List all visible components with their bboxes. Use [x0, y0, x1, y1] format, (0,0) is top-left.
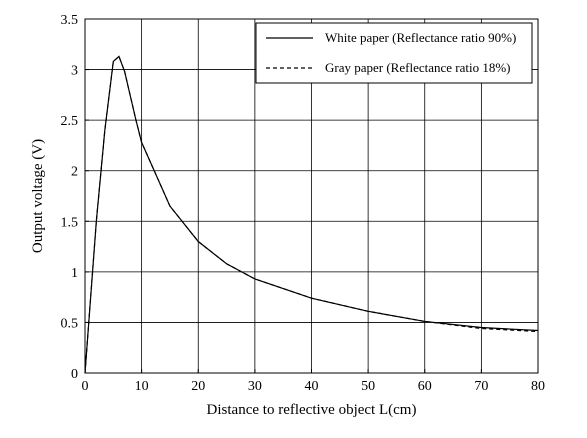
- legend-box: [255, 22, 533, 84]
- x-tick-label: 50: [361, 379, 375, 394]
- y-tick-label: 0: [71, 367, 78, 382]
- x-tick-label: 10: [135, 379, 149, 394]
- series-line-gray-paper: [84, 55, 539, 374]
- x-tick-label: 70: [474, 379, 488, 394]
- y-tick-label: 2: [71, 165, 78, 180]
- x-tick-label: 80: [531, 379, 545, 394]
- legend-label-gray-paper: Gray paper (Reflectance ratio 18%): [325, 60, 511, 75]
- x-axis-label: Distance to reflective object L(cm): [207, 402, 417, 418]
- y-tick-label: 3.5: [61, 13, 79, 28]
- y-tick-label: 1.5: [61, 215, 79, 230]
- y-axis-ticks: 0 0.5 1 1.5 2 2.5 3 3.5: [61, 13, 89, 382]
- x-tick-label: 40: [305, 379, 319, 394]
- x-tick-label: 20: [191, 379, 205, 394]
- legend: White paper (Reflectance ratio 90%) Gray…: [255, 22, 533, 84]
- legend-label-white-paper: White paper (Reflectance ratio 90%): [325, 30, 516, 45]
- y-tick-label: 3: [71, 64, 78, 79]
- x-tick-label: 0: [82, 379, 89, 394]
- x-tick-label: 60: [418, 379, 432, 394]
- y-tick-label: 0.5: [61, 316, 79, 331]
- y-axis-label: Output voltage (V): [30, 139, 46, 253]
- x-axis-ticks: 0 10 20 30 40 50 60 70 80: [82, 369, 545, 394]
- y-tick-label: 1: [71, 266, 78, 281]
- series-lines: [84, 55, 539, 374]
- y-tick-label: 2.5: [61, 114, 79, 129]
- x-tick-label: 30: [248, 379, 262, 394]
